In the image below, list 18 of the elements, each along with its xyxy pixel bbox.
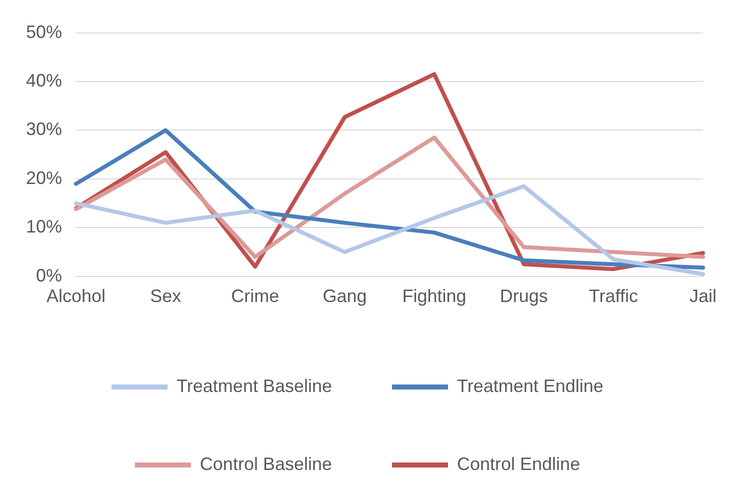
legend-label: Treatment Baseline xyxy=(176,376,332,396)
y-tick-label: 40% xyxy=(26,70,62,90)
x-tick-label: Drugs xyxy=(500,286,548,306)
x-tick-label: Gang xyxy=(322,286,367,306)
y-tick-label: 50% xyxy=(26,22,62,42)
y-tick-label: 10% xyxy=(26,216,62,237)
x-tick-label: Jail xyxy=(689,286,717,306)
y-tick-label: 0% xyxy=(36,265,62,286)
x-tick-label: Crime xyxy=(231,286,280,306)
legend-label: Control Baseline xyxy=(200,454,332,474)
x-tick-label: Alcohol xyxy=(46,286,106,306)
x-tick-label: Fighting xyxy=(402,286,466,306)
x-tick-label: Sex xyxy=(150,286,182,306)
y-tick-label: 30% xyxy=(26,119,62,140)
x-tick-label: Traffic xyxy=(588,286,638,306)
legend-label: Control Endline xyxy=(457,454,580,474)
y-tick-label: 20% xyxy=(26,168,62,188)
legend-label: Treatment Endline xyxy=(457,376,604,396)
